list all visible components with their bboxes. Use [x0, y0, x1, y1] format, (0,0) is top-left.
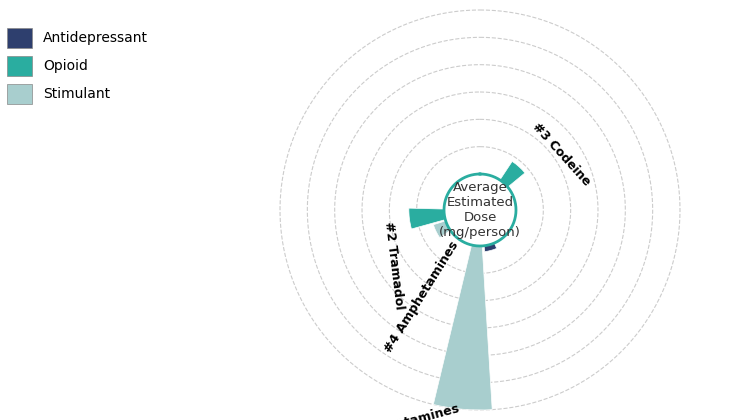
Text: Average
Estimated
Dose
(mg/person): Average Estimated Dose (mg/person)	[439, 181, 521, 239]
Bar	[409, 208, 446, 229]
Bar	[484, 243, 496, 252]
Text: #3 Codeine: #3 Codeine	[530, 121, 593, 189]
Text: #1 Methamphetamines: #1 Methamphetamines	[300, 402, 460, 420]
Bar	[433, 221, 450, 238]
Text: #2 Tramadol: #2 Tramadol	[382, 220, 405, 310]
Text: #4 Amphetamines: #4 Amphetamines	[382, 239, 461, 354]
Legend: Antidepressant, Opioid, Stimulant: Antidepressant, Opioid, Stimulant	[7, 28, 148, 104]
Bar	[433, 245, 492, 410]
Bar	[500, 161, 525, 187]
